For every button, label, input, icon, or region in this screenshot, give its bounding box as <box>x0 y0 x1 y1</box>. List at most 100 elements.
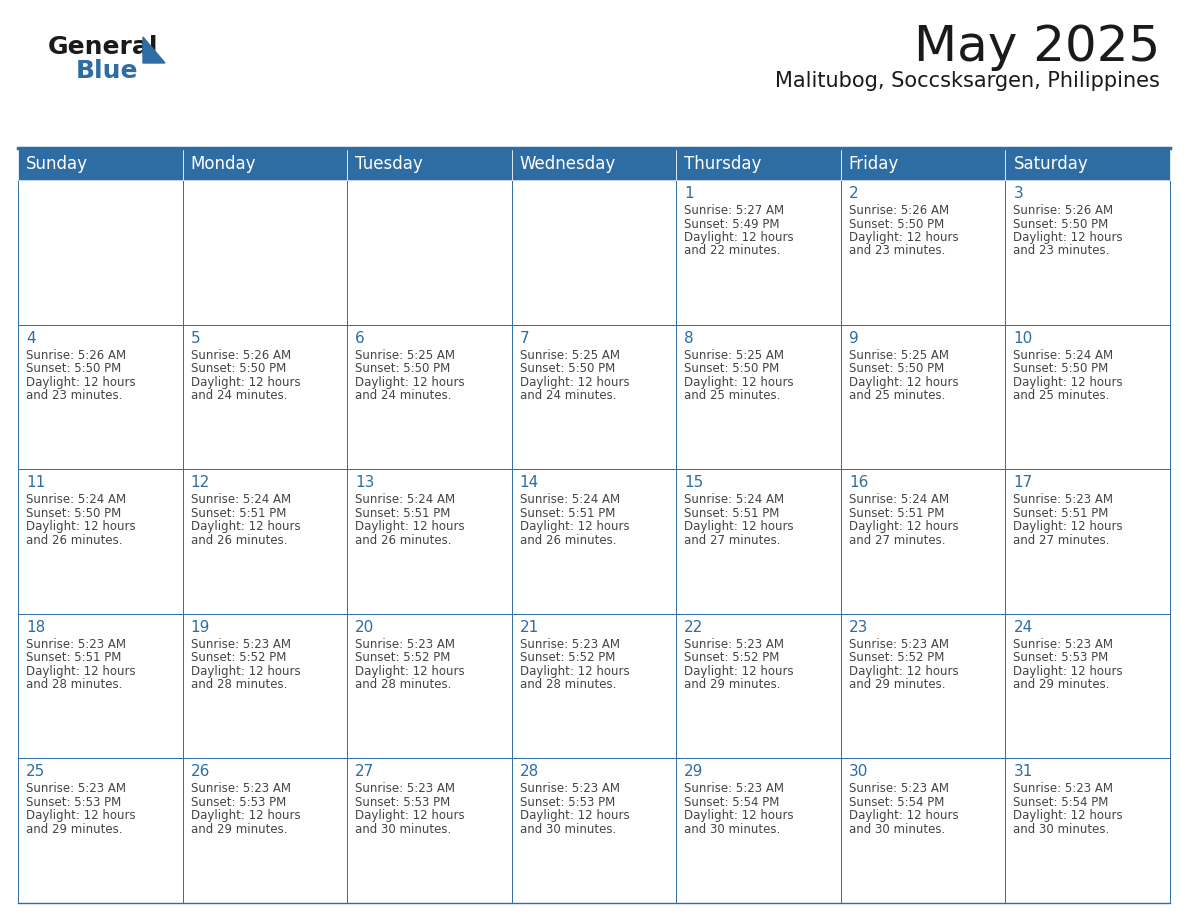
Text: 12: 12 <box>190 476 210 490</box>
Text: Sunrise: 5:26 AM: Sunrise: 5:26 AM <box>849 204 949 217</box>
Text: Sunset: 5:51 PM: Sunset: 5:51 PM <box>849 507 944 520</box>
Text: Sunset: 5:51 PM: Sunset: 5:51 PM <box>519 507 615 520</box>
Text: and 27 minutes.: and 27 minutes. <box>849 533 946 547</box>
Text: Sunset: 5:54 PM: Sunset: 5:54 PM <box>849 796 944 809</box>
Text: General: General <box>48 35 158 59</box>
Text: Daylight: 12 hours: Daylight: 12 hours <box>190 375 301 388</box>
Text: and 29 minutes.: and 29 minutes. <box>190 823 287 836</box>
Text: Sunrise: 5:23 AM: Sunrise: 5:23 AM <box>190 638 291 651</box>
Text: 16: 16 <box>849 476 868 490</box>
Text: Sunrise: 5:25 AM: Sunrise: 5:25 AM <box>355 349 455 362</box>
Text: and 25 minutes.: and 25 minutes. <box>1013 389 1110 402</box>
Text: and 27 minutes.: and 27 minutes. <box>1013 533 1110 547</box>
Text: and 26 minutes.: and 26 minutes. <box>26 533 122 547</box>
Text: and 25 minutes.: and 25 minutes. <box>684 389 781 402</box>
Bar <box>1005 148 1170 180</box>
Text: and 30 minutes.: and 30 minutes. <box>1013 823 1110 836</box>
Text: Daylight: 12 hours: Daylight: 12 hours <box>684 521 794 533</box>
Text: 28: 28 <box>519 765 539 779</box>
Text: Daylight: 12 hours: Daylight: 12 hours <box>355 665 465 677</box>
Text: Saturday: Saturday <box>1013 155 1088 173</box>
Text: Sunset: 5:54 PM: Sunset: 5:54 PM <box>684 796 779 809</box>
Bar <box>183 180 347 325</box>
Text: Sunrise: 5:23 AM: Sunrise: 5:23 AM <box>519 638 620 651</box>
Text: 21: 21 <box>519 620 539 635</box>
Text: 25: 25 <box>26 765 45 779</box>
Text: 14: 14 <box>519 476 539 490</box>
Text: 10: 10 <box>1013 330 1032 345</box>
Text: and 26 minutes.: and 26 minutes. <box>355 533 451 547</box>
Text: 13: 13 <box>355 476 374 490</box>
Text: May 2025: May 2025 <box>914 23 1159 71</box>
Text: Sunrise: 5:27 AM: Sunrise: 5:27 AM <box>684 204 784 217</box>
Text: Sunrise: 5:24 AM: Sunrise: 5:24 AM <box>519 493 620 506</box>
Text: Sunset: 5:53 PM: Sunset: 5:53 PM <box>355 796 450 809</box>
Text: and 28 minutes.: and 28 minutes. <box>26 678 122 691</box>
Text: Daylight: 12 hours: Daylight: 12 hours <box>849 665 959 677</box>
Text: Malitubog, Soccsksargen, Philippines: Malitubog, Soccsksargen, Philippines <box>775 71 1159 91</box>
Text: 2: 2 <box>849 186 859 201</box>
Bar <box>512 325 676 469</box>
Bar <box>347 469 512 614</box>
Bar <box>18 758 183 903</box>
Text: Sunset: 5:50 PM: Sunset: 5:50 PM <box>190 362 286 375</box>
Text: Sunset: 5:50 PM: Sunset: 5:50 PM <box>26 362 121 375</box>
Text: Sunrise: 5:23 AM: Sunrise: 5:23 AM <box>684 638 784 651</box>
Text: Daylight: 12 hours: Daylight: 12 hours <box>190 810 301 823</box>
Bar <box>676 325 841 469</box>
Text: Sunrise: 5:23 AM: Sunrise: 5:23 AM <box>684 782 784 795</box>
Text: and 30 minutes.: and 30 minutes. <box>355 823 451 836</box>
Text: Tuesday: Tuesday <box>355 155 423 173</box>
Bar <box>1005 469 1170 614</box>
Bar <box>676 148 841 180</box>
Text: Daylight: 12 hours: Daylight: 12 hours <box>684 231 794 244</box>
Text: Daylight: 12 hours: Daylight: 12 hours <box>355 521 465 533</box>
Bar <box>18 148 183 180</box>
Text: Sunset: 5:50 PM: Sunset: 5:50 PM <box>684 362 779 375</box>
Text: Sunrise: 5:24 AM: Sunrise: 5:24 AM <box>190 493 291 506</box>
Text: 24: 24 <box>1013 620 1032 635</box>
Text: Sunrise: 5:25 AM: Sunrise: 5:25 AM <box>684 349 784 362</box>
Text: Sunday: Sunday <box>26 155 88 173</box>
Text: and 30 minutes.: and 30 minutes. <box>519 823 615 836</box>
Bar <box>18 614 183 758</box>
Text: Daylight: 12 hours: Daylight: 12 hours <box>26 665 135 677</box>
Text: Daylight: 12 hours: Daylight: 12 hours <box>1013 810 1123 823</box>
Bar <box>841 180 1005 325</box>
Bar <box>512 180 676 325</box>
Text: Sunset: 5:50 PM: Sunset: 5:50 PM <box>355 362 450 375</box>
Text: Daylight: 12 hours: Daylight: 12 hours <box>355 810 465 823</box>
Text: Sunset: 5:53 PM: Sunset: 5:53 PM <box>1013 651 1108 665</box>
Text: and 25 minutes.: and 25 minutes. <box>849 389 946 402</box>
Text: Daylight: 12 hours: Daylight: 12 hours <box>26 375 135 388</box>
Text: Daylight: 12 hours: Daylight: 12 hours <box>684 810 794 823</box>
Text: Sunrise: 5:23 AM: Sunrise: 5:23 AM <box>355 638 455 651</box>
Text: Sunrise: 5:26 AM: Sunrise: 5:26 AM <box>26 349 126 362</box>
Text: 8: 8 <box>684 330 694 345</box>
Text: Sunset: 5:54 PM: Sunset: 5:54 PM <box>1013 796 1108 809</box>
Text: 20: 20 <box>355 620 374 635</box>
Text: and 29 minutes.: and 29 minutes. <box>849 678 946 691</box>
Bar <box>841 614 1005 758</box>
Text: and 29 minutes.: and 29 minutes. <box>26 823 122 836</box>
Text: and 22 minutes.: and 22 minutes. <box>684 244 781 258</box>
Bar <box>1005 180 1170 325</box>
Text: and 24 minutes.: and 24 minutes. <box>355 389 451 402</box>
Bar <box>347 325 512 469</box>
Text: Sunset: 5:50 PM: Sunset: 5:50 PM <box>849 218 944 230</box>
Text: Sunset: 5:50 PM: Sunset: 5:50 PM <box>26 507 121 520</box>
Text: 3: 3 <box>1013 186 1023 201</box>
Text: 4: 4 <box>26 330 36 345</box>
Text: Sunrise: 5:23 AM: Sunrise: 5:23 AM <box>1013 782 1113 795</box>
Bar <box>183 325 347 469</box>
Text: Sunset: 5:49 PM: Sunset: 5:49 PM <box>684 218 779 230</box>
Text: and 23 minutes.: and 23 minutes. <box>1013 244 1110 258</box>
Text: Sunrise: 5:23 AM: Sunrise: 5:23 AM <box>1013 493 1113 506</box>
Text: Sunset: 5:50 PM: Sunset: 5:50 PM <box>849 362 944 375</box>
Bar <box>1005 614 1170 758</box>
Text: Sunset: 5:50 PM: Sunset: 5:50 PM <box>519 362 615 375</box>
Text: Sunrise: 5:23 AM: Sunrise: 5:23 AM <box>26 638 126 651</box>
Text: Daylight: 12 hours: Daylight: 12 hours <box>519 810 630 823</box>
Text: Wednesday: Wednesday <box>519 155 615 173</box>
Text: 26: 26 <box>190 765 210 779</box>
